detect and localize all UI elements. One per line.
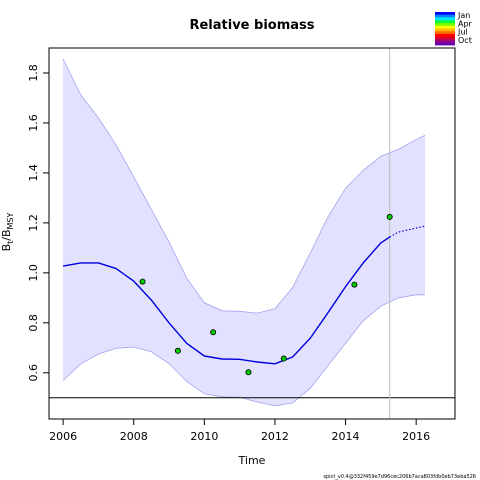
confidence-band: [62, 58, 426, 407]
legend-label: Jul: [457, 28, 468, 37]
legend-color-swatch: [435, 25, 455, 29]
y-tick-label: 1.4: [27, 164, 40, 182]
reference-lines: [49, 48, 455, 419]
x-tick-label: 2014: [332, 430, 360, 443]
forecast-line: [389, 225, 426, 238]
observation-point: [280, 355, 287, 362]
observation-points: [139, 213, 393, 376]
legend-color-swatch: [435, 34, 455, 38]
x-tick-label: 2012: [261, 430, 289, 443]
observation-point: [351, 281, 358, 288]
legend-color-swatch: [435, 14, 455, 18]
y-tick-label: 0.8: [27, 314, 40, 332]
ci-upper-line: [62, 58, 426, 314]
legend-color-swatch: [435, 42, 455, 46]
legend-color-swatch: [435, 20, 455, 24]
y-tick-label: 1.6: [27, 114, 40, 132]
y-axis-label: Bt/BMSY: [0, 212, 15, 251]
legend-color-swatch: [435, 28, 455, 32]
estimate-line: [62, 236, 391, 365]
observation-point: [174, 347, 181, 354]
legend-label: Oct: [458, 36, 472, 45]
legend-color-swatch: [435, 36, 455, 40]
legend-color-swatch: [435, 39, 455, 43]
observation-point: [139, 278, 146, 285]
estimate-lines: [62, 225, 426, 365]
y-tick-label: 1.0: [27, 264, 40, 282]
legend-label: Apr: [458, 19, 473, 28]
x-axis-label: Time: [238, 454, 266, 467]
y-tick-label: 0.6: [27, 364, 40, 382]
x-tick-label: 2008: [120, 430, 148, 443]
observation-point: [386, 213, 393, 220]
y-tick-label: 1.8: [27, 64, 40, 82]
x-axis: 2006 2008 2010 2012 2014 2016: [49, 418, 430, 443]
y-tick-label: 1.2: [27, 214, 40, 232]
legend-color-swatch: [435, 12, 455, 16]
chart-title: Relative biomass: [189, 18, 314, 33]
y-axis: 0.6 0.8 1.0 1.2 1.4 1.6 1.8: [27, 64, 50, 382]
ci-area: [63, 59, 425, 406]
legend-color-swatch: [435, 17, 455, 21]
legend-color-swatch: [435, 31, 455, 35]
observation-point: [210, 329, 217, 336]
x-tick-label: 2006: [49, 430, 77, 443]
legend-label: Jan: [457, 11, 470, 20]
legend-color-swatch: [435, 23, 455, 27]
x-tick-label: 2016: [402, 430, 430, 443]
observation-point: [245, 369, 252, 376]
x-tick-label: 2010: [190, 430, 218, 443]
ci-lower-line: [62, 294, 425, 407]
version-footnote: spict_v0.4@332f459e7d96cec206b7aca803fdb…: [323, 474, 476, 480]
